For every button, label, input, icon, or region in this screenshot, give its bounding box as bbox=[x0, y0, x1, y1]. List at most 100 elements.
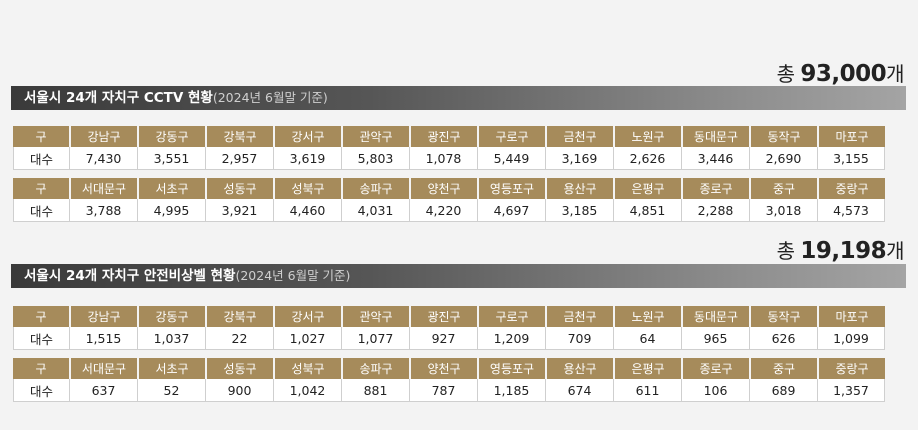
count-row: 대수 1,515 1,037 22 1,027 1,077 927 1,209 709 64 965… bbox=[13, 327, 885, 350]
header-label: 구 bbox=[13, 306, 69, 327]
district-name: 강남구 bbox=[69, 306, 137, 327]
district-name: 성동구 bbox=[205, 178, 273, 199]
header-label: 구 bbox=[13, 358, 69, 379]
district-count: 4,573 bbox=[817, 199, 885, 222]
district-count: 637 bbox=[69, 379, 137, 402]
district-name: 양천구 bbox=[409, 358, 477, 379]
district-name: 광진구 bbox=[409, 306, 477, 327]
district-count: 52 bbox=[137, 379, 205, 402]
district-name: 양천구 bbox=[409, 178, 477, 199]
value-label: 대수 bbox=[13, 379, 69, 402]
district-name: 강남구 bbox=[69, 126, 137, 147]
district-count: 2,690 bbox=[749, 147, 817, 170]
bell-title-date: (2024년 6월말 기준) bbox=[235, 268, 351, 283]
district-count: 4,460 bbox=[273, 199, 341, 222]
district-name: 금천구 bbox=[545, 306, 613, 327]
district-name: 강서구 bbox=[273, 126, 341, 147]
district-count: 611 bbox=[613, 379, 681, 402]
district-count: 1,515 bbox=[69, 327, 137, 350]
district-name: 강북구 bbox=[205, 306, 273, 327]
cctv-title-date: (2024년 6월말 기준) bbox=[212, 90, 328, 105]
header-label: 구 bbox=[13, 126, 69, 147]
district-name: 서초구 bbox=[137, 178, 205, 199]
district-name: 영등포구 bbox=[477, 178, 545, 199]
header-label: 구 bbox=[13, 178, 69, 199]
district-name: 강북구 bbox=[205, 126, 273, 147]
district-count: 2,626 bbox=[613, 147, 681, 170]
district-header-row: 구 서대문구 서초구 성동구 성북구 송파구 양천구 영등포구 용산구 은평구 종로구 중구 중랑구 bbox=[13, 358, 885, 379]
district-count: 1,027 bbox=[273, 327, 341, 350]
value-label: 대수 bbox=[13, 147, 69, 170]
bell-total-suffix: 개 bbox=[886, 239, 904, 263]
district-count: 64 bbox=[613, 327, 681, 350]
district-name: 종로구 bbox=[681, 178, 749, 199]
district-count: 1,209 bbox=[477, 327, 545, 350]
district-count: 1,042 bbox=[273, 379, 341, 402]
district-count: 4,995 bbox=[137, 199, 205, 222]
district-count: 787 bbox=[409, 379, 477, 402]
district-count: 3,921 bbox=[205, 199, 273, 222]
district-count: 927 bbox=[409, 327, 477, 350]
district-name: 송파구 bbox=[341, 178, 409, 199]
district-count: 626 bbox=[749, 327, 817, 350]
district-name: 구로구 bbox=[477, 126, 545, 147]
district-count: 881 bbox=[341, 379, 409, 402]
district-count: 106 bbox=[681, 379, 749, 402]
bell-total: 총 19,198개 bbox=[776, 235, 905, 264]
bell-table: 구 강남구 강동구 강북구 강서구 관악구 광진구 구로구 금천구 노원구 동대문구 동작구 마포구 대수… bbox=[13, 306, 885, 350]
count-row: 대수 3,788 4,995 3,921 4,460 4,031 4,220 4,697 3,1… bbox=[13, 199, 885, 222]
district-name: 마포구 bbox=[817, 126, 885, 147]
cctv-total-prefix: 총 bbox=[776, 62, 801, 86]
district-count: 900 bbox=[205, 379, 273, 402]
cctv-title-bar: 서울시 24개 자치구 CCTV 현황(2024년 6월말 기준) bbox=[11, 86, 906, 110]
bell-title-bar: 서울시 24개 자치구 안전비상벨 현황(2024년 6월말 기준) bbox=[11, 264, 906, 288]
district-count: 2,288 bbox=[681, 199, 749, 222]
district-name: 송파구 bbox=[341, 358, 409, 379]
district-name: 은평구 bbox=[613, 178, 681, 199]
cctv-table: 구 강남구 강동구 강북구 강서구 관악구 광진구 구로구 금천구 노원구 동대문구 동작구 마포구 대수… bbox=[13, 126, 885, 170]
district-name: 종로구 bbox=[681, 358, 749, 379]
district-count: 7,430 bbox=[69, 147, 137, 170]
district-name: 동대문구 bbox=[681, 126, 749, 147]
district-count: 3,446 bbox=[681, 147, 749, 170]
district-name: 성동구 bbox=[205, 358, 273, 379]
district-count: 3,018 bbox=[749, 199, 817, 222]
district-count: 1,185 bbox=[477, 379, 545, 402]
district-count: 3,619 bbox=[273, 147, 341, 170]
district-count: 674 bbox=[545, 379, 613, 402]
district-count: 3,155 bbox=[817, 147, 885, 170]
district-count: 1,037 bbox=[137, 327, 205, 350]
district-name: 서대문구 bbox=[69, 178, 137, 199]
bell-total-prefix: 총 bbox=[776, 239, 801, 263]
district-count: 5,449 bbox=[477, 147, 545, 170]
district-count: 689 bbox=[749, 379, 817, 402]
district-name: 중랑구 bbox=[817, 358, 885, 379]
district-count: 4,851 bbox=[613, 199, 681, 222]
district-name: 동대문구 bbox=[681, 306, 749, 327]
district-count: 5,803 bbox=[341, 147, 409, 170]
district-count: 1,357 bbox=[817, 379, 885, 402]
cctv-total: 총 93,000개 bbox=[776, 58, 905, 87]
district-name: 은평구 bbox=[613, 358, 681, 379]
district-name: 노원구 bbox=[613, 126, 681, 147]
district-count: 965 bbox=[681, 327, 749, 350]
district-count: 3,185 bbox=[545, 199, 613, 222]
district-count: 3,551 bbox=[137, 147, 205, 170]
district-count: 2,957 bbox=[205, 147, 273, 170]
value-label: 대수 bbox=[13, 199, 69, 222]
district-name: 노원구 bbox=[613, 306, 681, 327]
district-count: 4,697 bbox=[477, 199, 545, 222]
bell-total-value: 19,198 bbox=[800, 238, 887, 264]
district-name: 용산구 bbox=[545, 358, 613, 379]
district-count: 3,788 bbox=[69, 199, 137, 222]
district-count: 4,031 bbox=[341, 199, 409, 222]
district-count: 1,078 bbox=[409, 147, 477, 170]
cctv-total-value: 93,000 bbox=[800, 61, 887, 87]
district-name: 마포구 bbox=[817, 306, 885, 327]
bell-table: 구 서대문구 서초구 성동구 성북구 송파구 양천구 영등포구 용산구 은평구 종로구 중구 중랑구 대수… bbox=[13, 358, 885, 402]
district-count: 1,077 bbox=[341, 327, 409, 350]
district-count: 4,220 bbox=[409, 199, 477, 222]
district-count: 22 bbox=[205, 327, 273, 350]
district-count: 709 bbox=[545, 327, 613, 350]
district-name: 강동구 bbox=[137, 306, 205, 327]
